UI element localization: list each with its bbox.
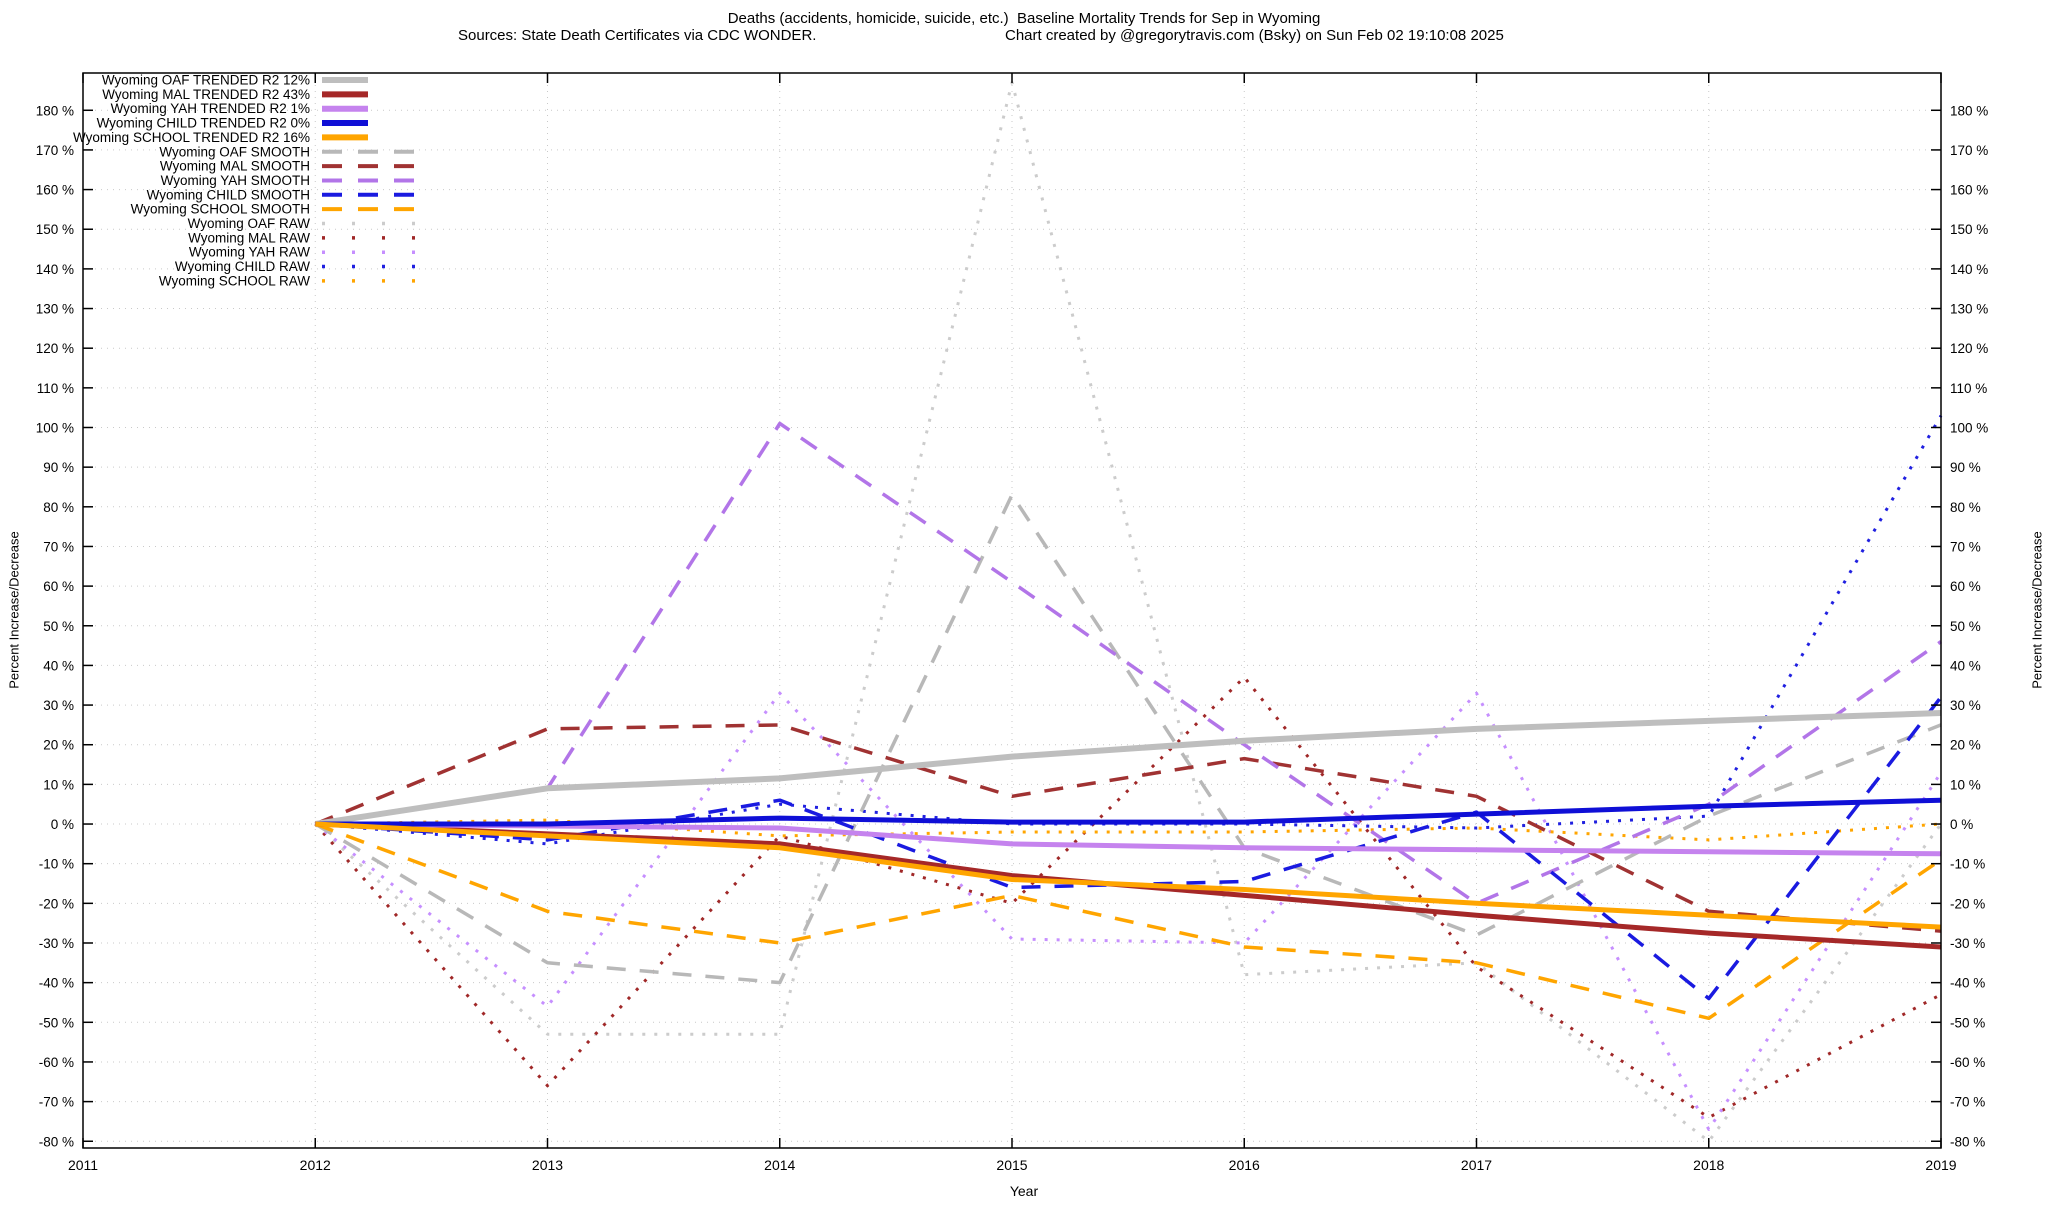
y-tick-label-right: 110 % [1950,381,1987,396]
legend-label-yah-trended: Wyoming YAH TRENDED R2 1% [111,101,310,116]
y-tick-label-right: 80 % [1950,500,1981,515]
series-child-trended [315,797,1942,827]
series-child-raw [315,414,1943,846]
y-tick-label-right: 100 % [1950,421,1988,436]
series-mal-smooth [314,723,1942,933]
legend-label-oaf-raw: Wyoming OAF RAW [188,216,311,231]
x-axis-label: Year [1009,1183,1039,1199]
y-tick-label-left: -40 % [39,976,74,991]
chart-title: Deaths (accidents, homicide, suicide, et… [727,10,1321,27]
y-tick-label-right: 50 % [1950,619,1981,634]
series-mal-raw [314,675,1942,1119]
legend-label-school-smooth: Wyoming SCHOOL SMOOTH [131,202,310,217]
y-tick-label-left: 0 % [51,817,74,832]
x-tick-label: 2016 [1229,1157,1260,1173]
x-tick-label: 2011 [68,1157,98,1173]
legend-label-school-raw: Wyoming SCHOOL RAW [159,273,310,288]
x-tick-label: 2019 [1925,1157,1956,1173]
y-tick-label-left: 90 % [43,460,74,475]
y-tick-label-left: -30 % [39,936,74,951]
x-tick-label: 2013 [532,1157,563,1173]
chart-sources: Sources: State Death Certificates via CD… [458,27,817,44]
y-tick-label-right: 0 % [1950,817,1973,832]
y-tick-label-left: 140 % [36,262,74,277]
x-tick-label: 2012 [300,1157,331,1173]
series-yah-smooth [315,421,1943,906]
series-yah-trended [315,821,1942,857]
y-tick-label-left: 50 % [43,619,74,634]
y-axis-label-left: Percent Increase/Decrease [6,531,22,689]
y-tick-label-right: -20 % [1950,896,1985,911]
legend-label-school-trended: Wyoming SCHOOL TRENDED R2 16% [73,130,310,145]
x-tick-label: 2015 [996,1157,1027,1173]
chart-credit: Chart created by @gregorytravis.com (Bsk… [1005,27,1504,44]
series-oaf-trended [314,710,1942,827]
y-tick-label-left: -50 % [39,1015,74,1030]
y-tick-label-right: 170 % [1950,143,1988,158]
legend-label-yah-smooth: Wyoming YAH SMOOTH [161,173,310,188]
y-tick-label-left: -60 % [39,1055,74,1070]
y-tick-label-left: -80 % [39,1134,74,1149]
y-tick-label-right: 150 % [1950,222,1988,237]
legend-label-yah-raw: Wyoming YAH RAW [189,245,310,260]
y-tick-label-right: 40 % [1950,658,1981,673]
x-tick-label: 2017 [1461,1157,1492,1173]
x-tick-label: 2014 [764,1157,795,1173]
legend-label-child-raw: Wyoming CHILD RAW [175,259,310,274]
legend-label-mal-smooth: Wyoming MAL SMOOTH [160,159,310,174]
y-tick-label-right: -60 % [1950,1055,1985,1070]
y-tick-label-right: 140 % [1950,262,1988,277]
y-tick-label-left: 120 % [36,341,74,356]
y-tick-label-left: 10 % [43,777,74,792]
y-tick-label-left: 130 % [36,302,74,317]
legend-label-mal-raw: Wyoming MAL RAW [188,230,310,245]
y-axis-label-right: Percent Increase/Decrease [2029,531,2045,689]
y-tick-label-right: -10 % [1950,857,1985,872]
y-tick-label-right: 160 % [1950,183,1988,198]
series-school-smooth [314,822,1942,1021]
y-tick-label-left: 20 % [43,738,74,753]
y-tick-label-right: 60 % [1950,579,1981,594]
series-yah-raw [314,691,1943,1131]
y-tick-label-left: -70 % [39,1095,74,1110]
legend-label-child-trended: Wyoming CHILD TRENDED R2 0% [97,116,310,131]
y-tick-label-left: 170 % [36,143,74,158]
y-tick-label-right: -50 % [1950,1015,1985,1030]
plot-border [82,72,1942,1149]
series-oaf-smooth [314,493,1942,985]
y-tick-label-left: 180 % [36,103,74,118]
y-tick-label-right: 30 % [1950,698,1981,713]
legend-label-mal-trended: Wyoming MAL TRENDED R2 43% [102,87,310,102]
y-tick-label-left: 70 % [43,539,74,554]
y-tick-label-left: -10 % [39,857,74,872]
y-tick-label-left: 40 % [43,658,74,673]
legend-label-child-smooth: Wyoming CHILD SMOOTH [147,187,310,202]
y-tick-label-right: 10 % [1950,777,1981,792]
y-tick-label-right: 180 % [1950,103,1988,118]
y-tick-label-right: -80 % [1950,1134,1985,1149]
y-tick-label-left: 60 % [43,579,74,594]
legend-label-oaf-trended: Wyoming OAF TRENDED R2 12% [102,73,310,88]
y-tick-label-right: 90 % [1950,460,1981,475]
legend-label-oaf-smooth: Wyoming OAF SMOOTH [159,144,310,159]
y-tick-label-right: 130 % [1950,302,1988,317]
y-tick-label-left: 80 % [43,500,74,515]
y-tick-label-right: 120 % [1950,341,1988,356]
y-tick-label-left: 30 % [43,698,74,713]
y-tick-label-left: -20 % [39,896,74,911]
y-tick-label-right: 70 % [1950,539,1981,554]
y-tick-label-right: -70 % [1950,1095,1985,1110]
y-tick-label-right: -30 % [1950,936,1985,951]
y-tick-label-right: 20 % [1950,738,1981,753]
y-tick-label-left: 160 % [36,183,74,198]
series-school-trended [315,821,1942,930]
y-tick-label-left: 110 % [37,381,74,396]
y-tick-label-left: 150 % [36,222,74,237]
y-tick-label-right: -40 % [1950,976,1985,991]
x-tick-label: 2018 [1693,1157,1724,1173]
y-tick-label-left: 100 % [36,421,74,436]
